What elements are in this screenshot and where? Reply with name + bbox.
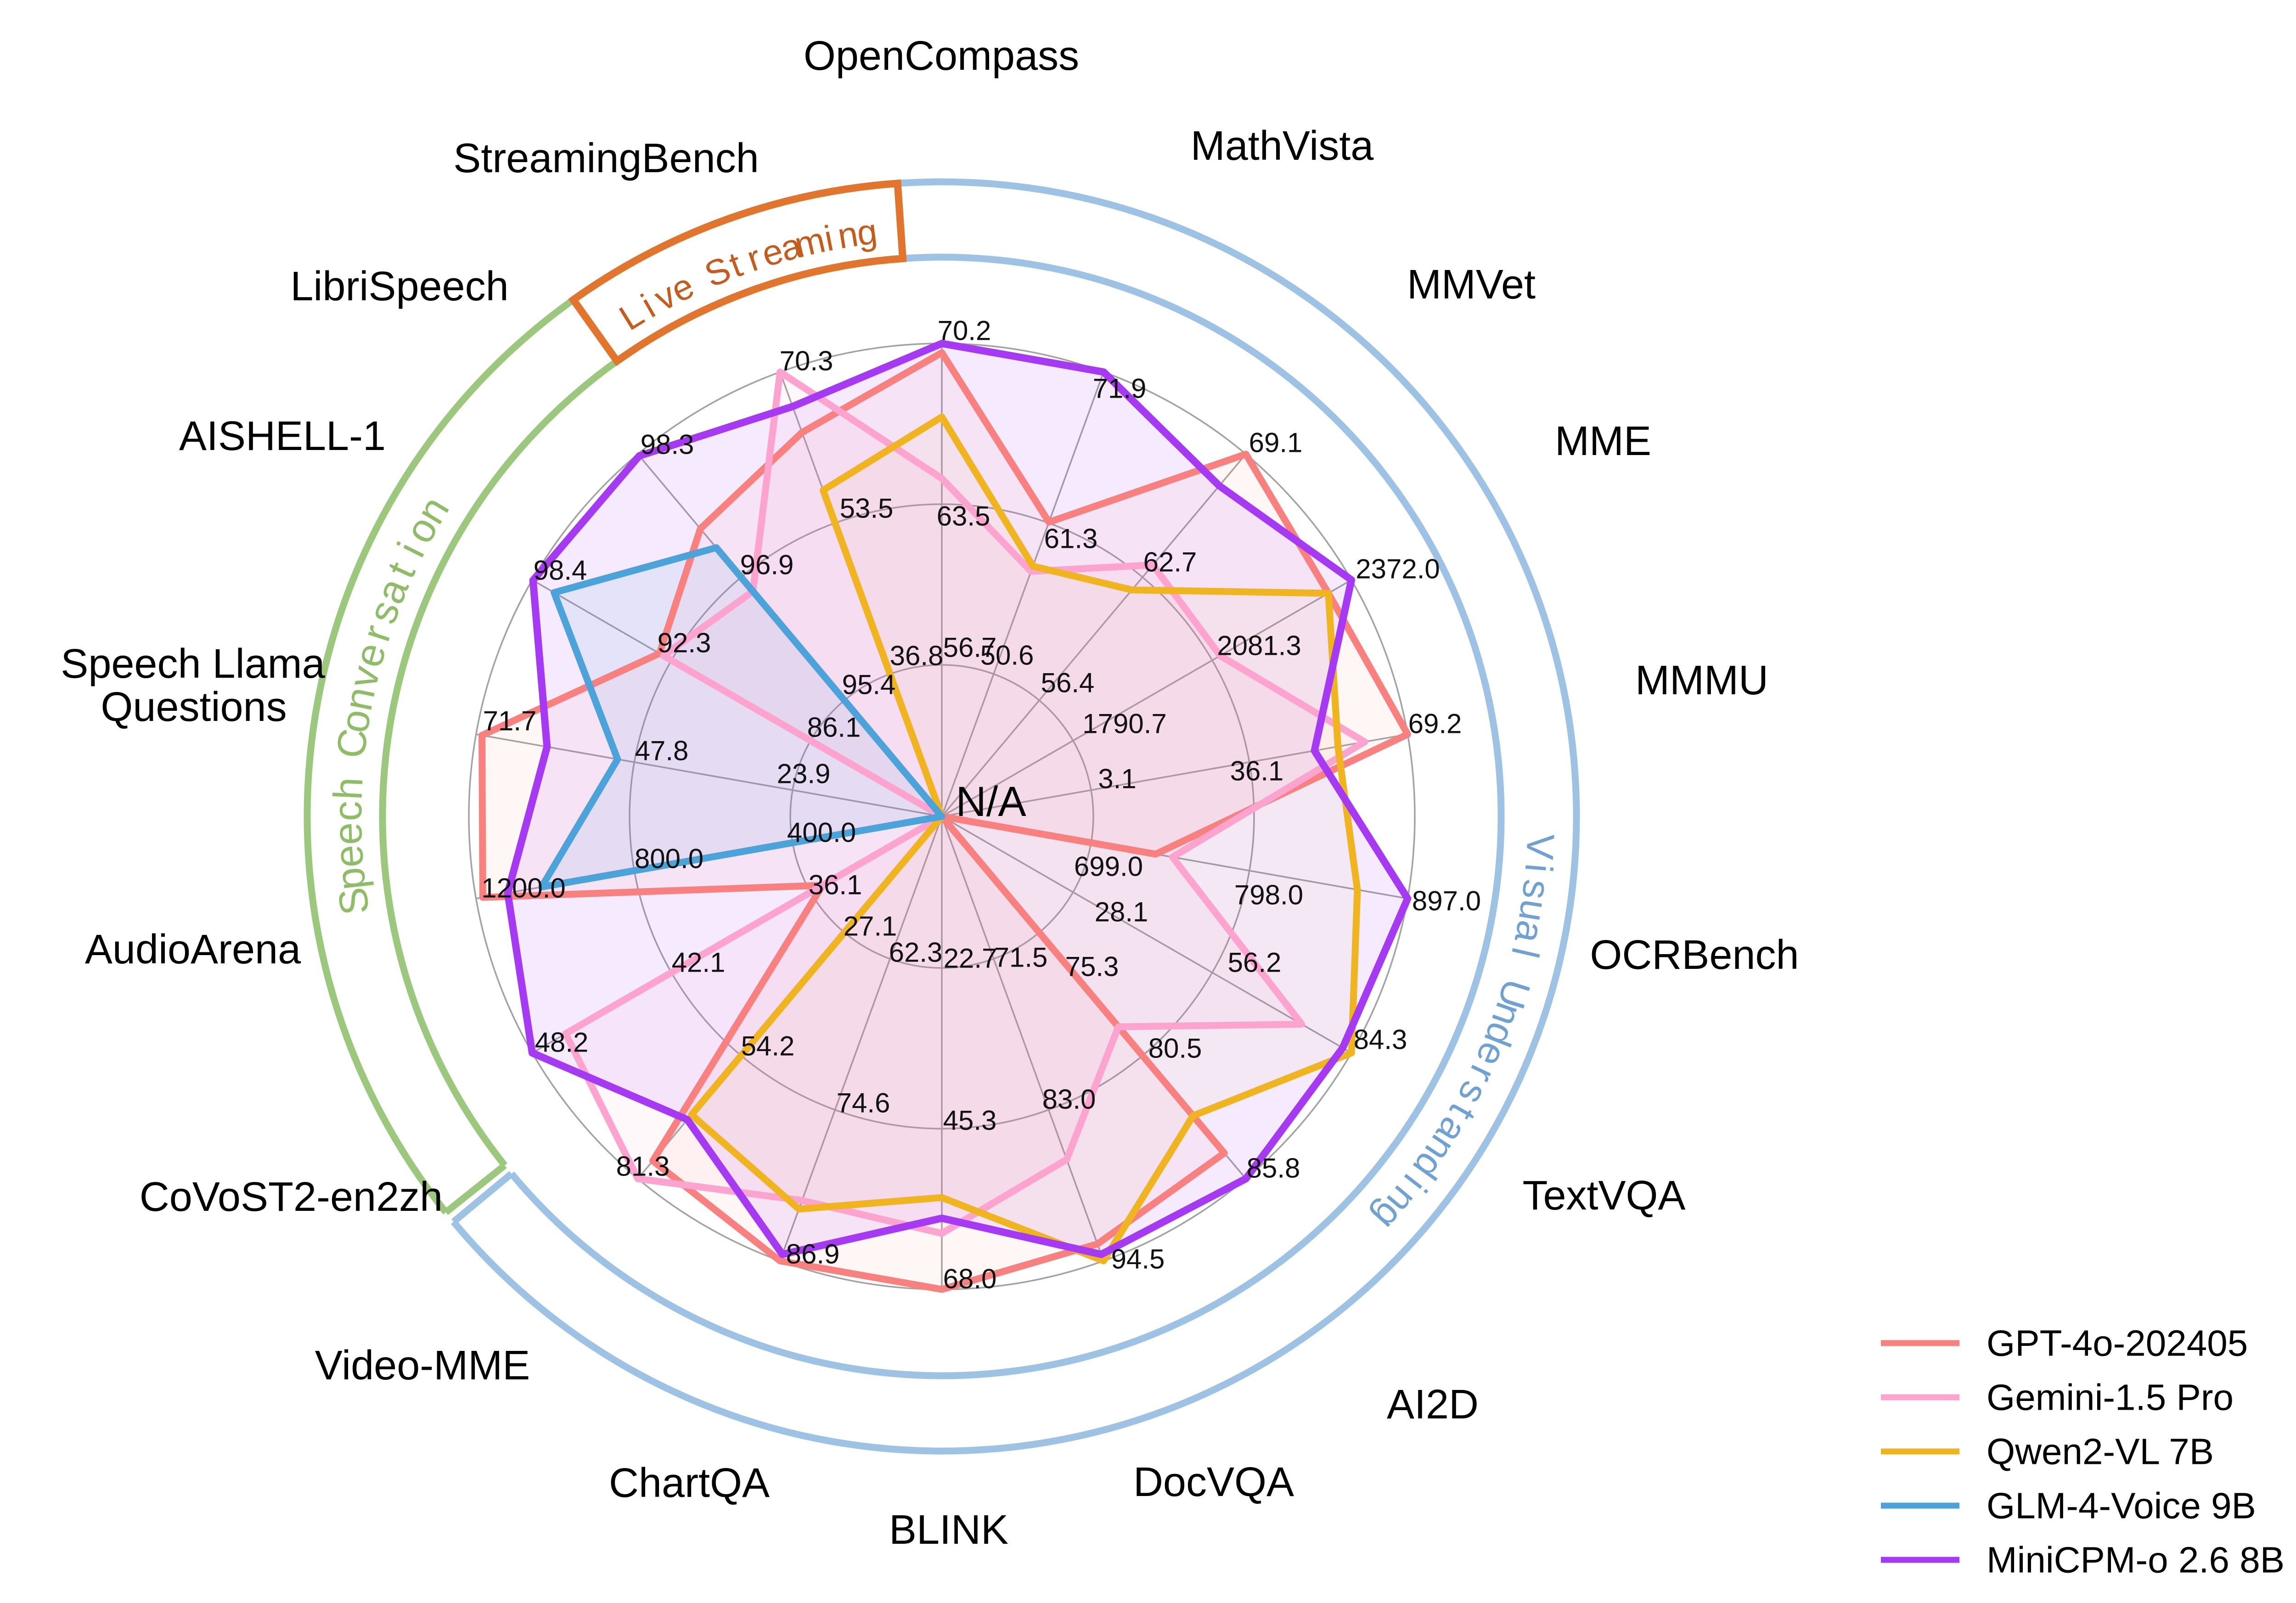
- svg-text:94.5: 94.5: [1111, 1244, 1165, 1275]
- svg-text:2081.3: 2081.3: [1217, 630, 1301, 661]
- svg-text:27.1: 27.1: [844, 911, 897, 942]
- svg-text:Speech Llama: Speech Llama: [61, 641, 325, 687]
- svg-text:V: V: [1518, 833, 1563, 861]
- svg-text:69.2: 69.2: [1408, 709, 1462, 739]
- svg-text:Video-MME: Video-MME: [315, 1343, 530, 1389]
- svg-text:Gemini-1.5 Pro: Gemini-1.5 Pro: [1986, 1377, 2234, 1418]
- svg-text:LibriSpeech: LibriSpeech: [290, 264, 508, 309]
- svg-text:699.0: 699.0: [1074, 851, 1143, 882]
- svg-text:AISHELL-1: AISHELL-1: [179, 413, 386, 459]
- svg-text:98.4: 98.4: [534, 555, 587, 586]
- svg-text:92.3: 92.3: [658, 628, 711, 658]
- svg-text:GLM-4-Voice 9B: GLM-4-Voice 9B: [1986, 1485, 2256, 1526]
- svg-text:86.9: 86.9: [786, 1239, 840, 1270]
- svg-text:N/A: N/A: [956, 778, 1026, 825]
- svg-text:53.5: 53.5: [840, 493, 894, 524]
- svg-text:MMMU: MMMU: [1635, 658, 1768, 703]
- svg-text:1790.7: 1790.7: [1082, 709, 1167, 739]
- svg-text:S: S: [329, 885, 378, 918]
- svg-text:897.0: 897.0: [1412, 886, 1481, 917]
- svg-text:81.3: 81.3: [616, 1151, 670, 1182]
- svg-text:TextVQA: TextVQA: [1522, 1173, 1685, 1219]
- svg-text:28.1: 28.1: [1095, 897, 1148, 928]
- svg-text:BLINK: BLINK: [889, 1507, 1008, 1553]
- svg-text:1200.0: 1200.0: [481, 873, 566, 904]
- svg-text:68.0: 68.0: [943, 1264, 997, 1294]
- svg-text:71.9: 71.9: [1093, 373, 1147, 404]
- svg-text:e: e: [325, 822, 371, 846]
- svg-text:56.7: 56.7: [943, 632, 997, 663]
- svg-text:61.3: 61.3: [1044, 523, 1098, 554]
- svg-text:DocVQA: DocVQA: [1133, 1459, 1294, 1505]
- svg-text:75.3: 75.3: [1065, 951, 1119, 982]
- svg-text:96.9: 96.9: [740, 550, 794, 580]
- svg-text:42.1: 42.1: [672, 947, 726, 978]
- svg-text:74.6: 74.6: [837, 1088, 890, 1119]
- svg-text:AudioArena: AudioArena: [85, 927, 301, 973]
- svg-text:MME: MME: [1555, 418, 1651, 464]
- svg-text:400.0: 400.0: [787, 817, 856, 848]
- svg-text:2372.0: 2372.0: [1356, 554, 1440, 585]
- svg-text:OpenCompass: OpenCompass: [804, 33, 1079, 79]
- svg-text:50.6: 50.6: [980, 640, 1034, 671]
- svg-text:56.4: 56.4: [1041, 668, 1095, 698]
- svg-text:MMVet: MMVet: [1407, 262, 1536, 308]
- svg-text:AI2D: AI2D: [1387, 1382, 1479, 1428]
- svg-text:Questions: Questions: [101, 684, 287, 730]
- svg-text:e: e: [325, 844, 372, 869]
- svg-text:C: C: [327, 726, 376, 760]
- svg-text:86.1: 86.1: [807, 712, 861, 743]
- svg-text:62.7: 62.7: [1143, 547, 1197, 578]
- svg-text:ChartQA: ChartQA: [609, 1460, 770, 1506]
- svg-text:22.7: 22.7: [944, 943, 997, 974]
- svg-text:36.1: 36.1: [809, 870, 862, 900]
- svg-text:48.2: 48.2: [535, 1027, 589, 1058]
- svg-text:800.0: 800.0: [635, 844, 703, 874]
- svg-text:36.1: 36.1: [1230, 756, 1284, 787]
- svg-text:3.1: 3.1: [1098, 764, 1136, 794]
- svg-text:95.4: 95.4: [842, 669, 896, 700]
- svg-text:71.5: 71.5: [994, 942, 1048, 973]
- svg-text:54.2: 54.2: [741, 1031, 795, 1062]
- svg-text:84.3: 84.3: [1354, 1024, 1407, 1055]
- svg-text:MiniCPM-o 2.6 8B: MiniCPM-o 2.6 8B: [1986, 1540, 2285, 1581]
- svg-text:36.8: 36.8: [890, 641, 944, 671]
- svg-text:62.3: 62.3: [889, 937, 943, 968]
- svg-text:c: c: [325, 801, 370, 821]
- svg-text:OCRBench: OCRBench: [1590, 932, 1799, 978]
- svg-text:71.7: 71.7: [483, 706, 537, 737]
- svg-text:56.2: 56.2: [1228, 947, 1282, 978]
- svg-text:70.2: 70.2: [938, 315, 991, 346]
- svg-text:70.3: 70.3: [780, 346, 833, 377]
- svg-text:StreamingBench: StreamingBench: [453, 135, 759, 181]
- svg-text:63.5: 63.5: [937, 501, 990, 532]
- svg-text:80.5: 80.5: [1148, 1033, 1202, 1064]
- svg-text:47.8: 47.8: [635, 736, 689, 766]
- svg-text:CoVoST2-en2zh: CoVoST2-en2zh: [140, 1174, 443, 1220]
- svg-text:MathVista: MathVista: [1191, 123, 1374, 169]
- svg-text:85.8: 85.8: [1247, 1153, 1300, 1184]
- svg-text:45.3: 45.3: [943, 1105, 997, 1136]
- svg-text:GPT-4o-202405: GPT-4o-202405: [1986, 1323, 2248, 1364]
- svg-text:23.9: 23.9: [777, 759, 831, 789]
- svg-text:98.3: 98.3: [641, 429, 694, 460]
- svg-text:h: h: [325, 776, 371, 801]
- svg-text:p: p: [327, 865, 375, 892]
- svg-text:69.1: 69.1: [1249, 427, 1303, 458]
- svg-text:798.0: 798.0: [1234, 880, 1303, 911]
- svg-text:83.0: 83.0: [1042, 1084, 1096, 1115]
- svg-text:Qwen2-VL 7B: Qwen2-VL 7B: [1986, 1431, 2214, 1472]
